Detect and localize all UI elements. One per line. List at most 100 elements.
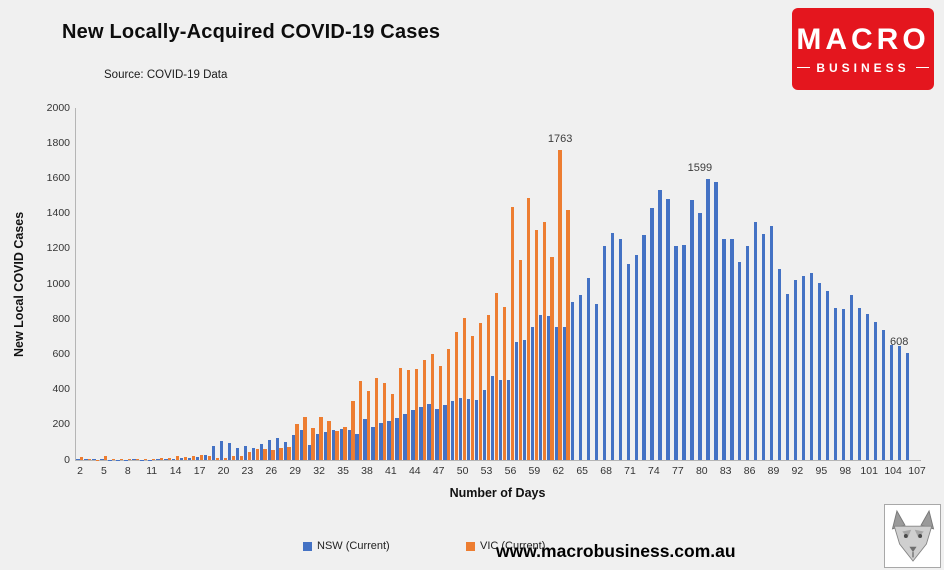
annotation-label: 608 xyxy=(890,336,909,348)
x-tick-label: 65 xyxy=(576,465,589,477)
bar-nsw xyxy=(498,380,503,460)
bar-nsw xyxy=(746,245,750,460)
x-tick-label: 20 xyxy=(217,465,230,477)
bar-nsw xyxy=(714,182,718,460)
x-tick-label: 98 xyxy=(839,465,852,477)
x-tick-label: 44 xyxy=(408,465,421,477)
y-tick-label: 1600 xyxy=(46,171,70,184)
x-tick-label: 77 xyxy=(672,465,684,477)
bar-nsw xyxy=(841,308,846,460)
bar-nsw xyxy=(363,419,367,460)
logo-business-text: BUSINESS xyxy=(816,60,910,75)
chart-title: New Locally-Acquired COVID-19 Cases xyxy=(62,21,441,43)
bar-vic xyxy=(406,370,411,460)
bar-vic xyxy=(351,401,355,460)
bar-vic xyxy=(287,447,291,460)
bar-nsw xyxy=(411,410,415,460)
bar-vic xyxy=(263,449,267,460)
bar-nsw xyxy=(164,458,168,460)
y-tick-label: 600 xyxy=(52,347,70,360)
bar-vic xyxy=(558,149,562,460)
bar-nsw xyxy=(355,433,359,460)
bar-nsw xyxy=(196,456,200,460)
bar-vic xyxy=(526,198,530,460)
bar-nsw xyxy=(475,400,479,460)
annotation-label: 1599 xyxy=(687,161,713,174)
bar-nsw xyxy=(514,342,519,460)
bar-nsw xyxy=(666,198,670,460)
bar-nsw xyxy=(594,304,598,460)
bar-nsw xyxy=(227,442,232,460)
x-tick-label: 92 xyxy=(791,465,804,477)
bar-vic xyxy=(438,365,443,460)
bar-nsw xyxy=(443,405,447,460)
x-tick-label: 5 xyxy=(100,465,107,477)
bar-nsw xyxy=(395,417,399,460)
bar-vic xyxy=(311,427,315,460)
bar-vic xyxy=(534,230,538,460)
x-tick-label: 71 xyxy=(624,465,636,477)
bar-vic xyxy=(175,456,180,460)
x-tick-label: 41 xyxy=(385,465,397,477)
bar-vic xyxy=(143,459,148,460)
bar-nsw xyxy=(722,238,726,460)
x-axis-title: Number of Days xyxy=(449,486,546,500)
logo-rule-left xyxy=(797,67,811,68)
bar-nsw xyxy=(634,255,638,460)
bar-nsw xyxy=(323,431,327,460)
bar-nsw xyxy=(451,401,455,460)
x-tick-label: 26 xyxy=(265,465,278,477)
bar-vic xyxy=(303,416,307,460)
y-tick-label: 1400 xyxy=(46,207,70,220)
bar-nsw xyxy=(299,429,304,460)
bar-nsw xyxy=(243,446,248,460)
bar-vic xyxy=(191,455,196,460)
bar-vic xyxy=(542,221,546,460)
bar-vic xyxy=(295,424,299,460)
x-tick-label: 50 xyxy=(456,465,469,477)
bar-nsw xyxy=(307,444,311,460)
bar-vic xyxy=(502,306,506,460)
bar-vic xyxy=(183,457,188,460)
bar-nsw xyxy=(267,440,272,460)
bar-vic xyxy=(327,421,331,460)
bar-vic xyxy=(159,458,164,460)
logo-macro-text: MACRO xyxy=(796,22,930,56)
bar-nsw xyxy=(610,232,614,460)
bar-nsw xyxy=(770,225,774,460)
bar-nsw xyxy=(76,458,80,460)
x-tick-label: 89 xyxy=(767,465,780,477)
bar-vic xyxy=(454,332,459,460)
bar-nsw xyxy=(626,263,630,460)
y-axis-title: New Local COVID Cases xyxy=(12,211,26,357)
bar-nsw xyxy=(204,454,208,460)
bar-vic xyxy=(550,257,554,460)
chart-source: Source: COVID-19 Data xyxy=(104,69,228,81)
x-tick-label: 53 xyxy=(480,465,493,477)
bar-vic xyxy=(247,452,251,460)
x-tick-label: 107 xyxy=(908,465,926,477)
bar-nsw xyxy=(467,399,471,460)
bar-vic xyxy=(462,317,467,460)
x-tick-label: 47 xyxy=(432,465,445,477)
bar-nsw xyxy=(682,245,686,460)
bar-nsw xyxy=(801,276,806,460)
x-tick-label: 8 xyxy=(124,465,131,477)
bar-vic xyxy=(359,380,363,460)
bar-nsw xyxy=(188,457,192,460)
bar-nsw xyxy=(698,212,702,460)
bar-vic xyxy=(399,368,403,460)
bar-nsw xyxy=(849,295,854,460)
bar-nsw xyxy=(291,435,296,460)
bar-vic xyxy=(367,391,371,460)
bar-vic xyxy=(375,377,379,460)
bar-vic xyxy=(343,426,347,460)
x-tick-label: 68 xyxy=(600,465,612,477)
plot-area: 0 200 400 600 800 1000 1200 1400 1600 1800 2000 2 5 8… xyxy=(47,102,926,478)
x-tick-label: 2 xyxy=(77,465,83,477)
bar-vic xyxy=(446,349,451,460)
bar-nsw xyxy=(251,447,256,460)
bar-nsw xyxy=(331,430,335,460)
y-tick-label: 800 xyxy=(52,312,70,325)
